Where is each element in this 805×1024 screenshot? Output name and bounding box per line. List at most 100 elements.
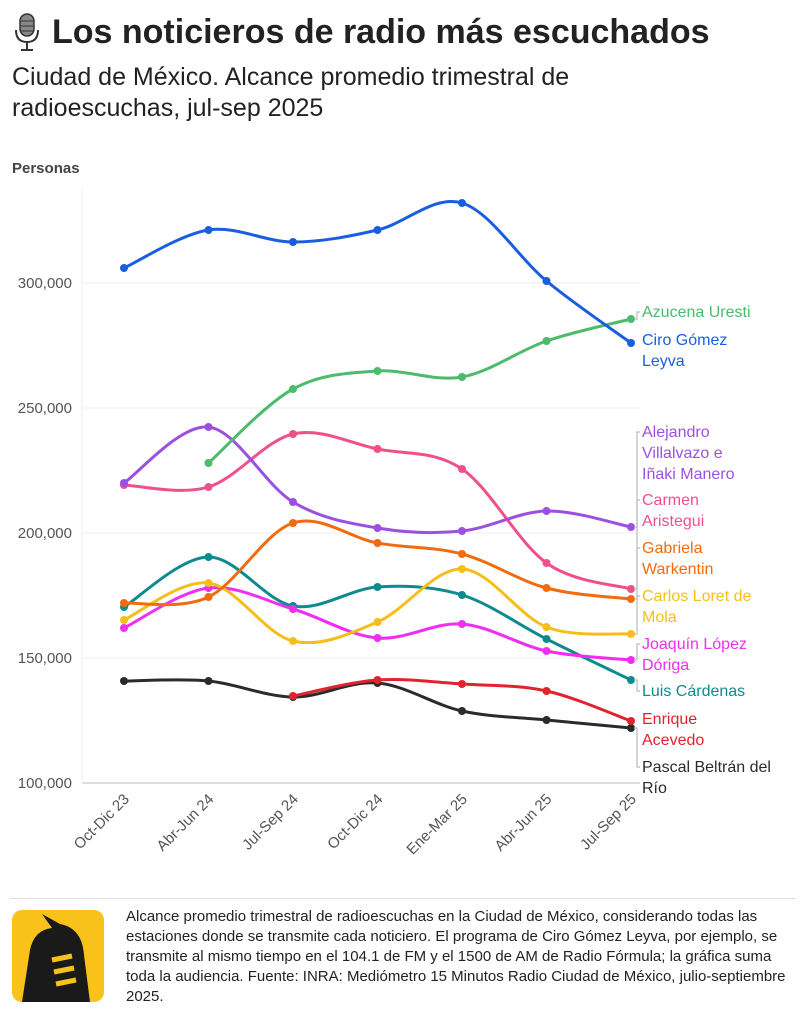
series-label: Ciro Gómez Leyva [642,332,728,370]
series-line [207,317,632,465]
data-point [627,315,635,323]
data-point [204,677,213,685]
data-point [627,630,635,638]
data-point [542,623,551,631]
data-point [458,565,466,573]
footer-divider [10,898,795,899]
data-point [458,373,466,381]
label-connector [634,431,640,528]
series-label: Pascal Beltrán del Río [642,759,771,797]
data-point [627,724,635,732]
data-point [542,277,551,285]
data-point [289,498,297,506]
data-point [120,616,128,624]
series-label: Carlos Loret de Mola [642,588,752,626]
series-label: Carmen Aristegui [642,492,705,530]
data-point [542,559,551,567]
microphone-icon [15,13,39,51]
data-point [373,583,382,591]
data-point [542,687,551,695]
data-point [458,620,466,628]
data-point [204,483,213,491]
y-tick-label: 100,000 [18,775,72,792]
x-tick-label: Abr-Jun 25 [491,791,555,855]
label-connector [634,311,640,320]
label-connector [634,547,640,600]
title-text: Los noticieros de radio más escuchados [52,12,710,51]
series-label: Gabriela Warkentin [642,540,714,578]
y-tick-label: 200,000 [18,525,72,542]
data-point [289,238,297,246]
data-point [373,367,382,375]
data-point [120,677,128,685]
data-point [289,605,297,613]
data-point [627,585,635,593]
series-label: Enrique Acevedo [642,711,705,749]
series-label: Luis Cárdenas [642,683,746,700]
y-tick-label: 150,000 [18,650,72,667]
label-connector [634,595,640,635]
data-point [542,635,551,643]
data-point [627,339,635,347]
publisher-logo [12,910,104,1002]
label-connector [634,679,640,692]
data-point [542,716,551,724]
data-point [373,634,382,642]
data-point [289,430,297,438]
data-point [627,717,635,725]
data-point [458,527,466,535]
data-point [542,647,551,655]
footnote: Alcance promedio trimestral de radioescu… [126,908,786,1005]
data-point [458,680,466,688]
x-tick-label: Jul-Sep 25 [577,791,640,854]
data-point [289,385,297,393]
x-tick-label: Jul-Sep 24 [239,791,302,854]
data-point [373,676,382,684]
data-point [289,519,297,527]
data-point [204,553,213,561]
data-point [542,584,551,592]
data-point [458,550,466,558]
data-point [204,593,213,601]
series-label: Azucena Uresti [642,304,751,321]
data-point [120,599,128,607]
data-point [627,676,635,684]
data-point [542,507,551,515]
data-point [458,591,466,599]
series-line [123,567,632,645]
label-connector [634,727,640,768]
data-point [289,637,297,645]
y-tick-label: 300,000 [18,275,72,292]
data-point [373,445,382,453]
chart-subtitle: Ciudad de México. Alcance promedio trime… [12,63,570,122]
label-connector [634,499,640,590]
x-tick-label: Oct-Dic 23 [71,791,133,853]
data-point [204,579,213,587]
data-point [542,337,551,345]
data-point [458,707,466,715]
data-point [120,264,128,272]
series-label: Joaquín López Dóriga [642,636,747,674]
chart-title: Los noticieros de radio más escuchados [12,12,710,52]
data-point [204,423,213,431]
data-point [627,656,635,664]
y-axis-label: Personas [12,160,80,177]
data-point [458,199,466,207]
series-line [123,425,632,535]
label-connector [634,643,640,661]
data-point [204,226,213,234]
data-point [627,523,635,531]
series-line [123,678,632,730]
data-point [373,524,382,532]
series-line [123,519,632,607]
data-point [204,459,213,467]
data-point [373,226,382,234]
data-point [458,465,466,473]
x-tick-label: Ene-Mar 25 [403,791,470,858]
data-point [373,539,382,547]
data-point [373,618,382,626]
x-tick-label: Abr-Jun 24 [153,791,217,855]
data-point [120,624,128,632]
y-tick-label: 250,000 [18,400,72,417]
data-point [289,692,297,700]
